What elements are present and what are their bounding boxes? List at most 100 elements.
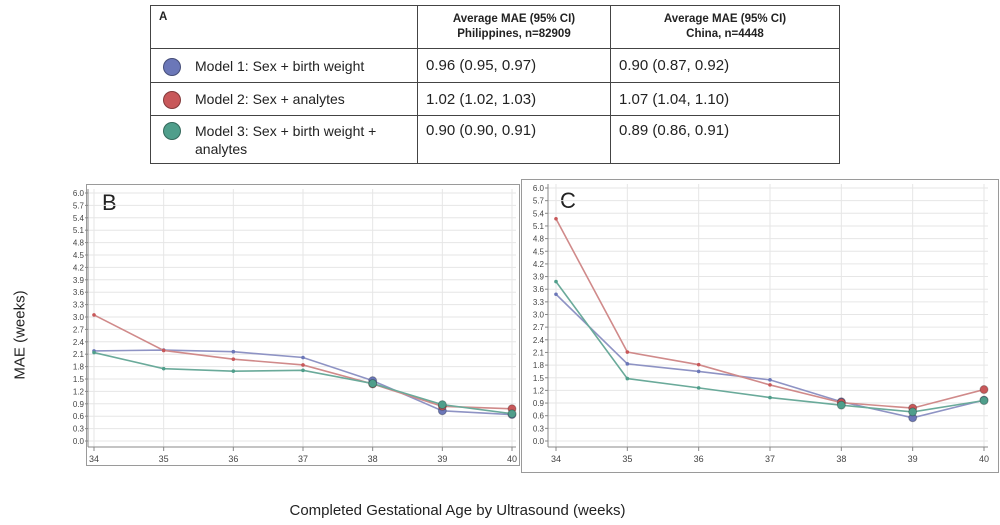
data-point-model-3	[554, 279, 558, 284]
y-tick-label: 0.6	[533, 412, 545, 421]
x-tick-label: 35	[622, 454, 632, 464]
table-row: Model 3: Sex + birth weight + analytes 0…	[150, 115, 840, 164]
y-tick-label: 2.1	[533, 348, 545, 357]
model-cell: Model 2: Sex + analytes	[150, 82, 418, 116]
x-tick-label: 36	[228, 454, 238, 464]
data-point-model-1	[231, 349, 236, 354]
model-label: Model 1: Sex + birth weight	[195, 57, 365, 74]
y-tick-label: 2.4	[533, 336, 545, 345]
x-tick-label: 39	[437, 454, 447, 464]
china-header-line1: Average MAE (95% CI)	[663, 13, 787, 25]
y-tick-label: 0.9	[73, 400, 85, 409]
model-label: Model 3: Sex + birth weight + analytes	[195, 123, 377, 157]
y-tick-label: 6.0	[533, 184, 545, 193]
x-tick-label: 37	[765, 454, 775, 464]
y-tick-label: 3.3	[73, 301, 85, 310]
y-tick-label: 2.7	[533, 323, 545, 332]
data-point-model-2	[696, 362, 701, 367]
y-tick-label: 2.1	[73, 350, 85, 359]
y-tick-label: 5.1	[73, 226, 85, 235]
y-tick-label: 3.0	[533, 311, 545, 320]
model-3-marker-icon	[163, 122, 181, 140]
model-2-marker-icon	[163, 91, 181, 109]
table-row: Model 2: Sex + analytes 1.02 (1.02, 1.03…	[150, 82, 840, 116]
data-point-model-3	[836, 400, 846, 410]
data-point-model-3	[979, 396, 989, 406]
x-tick-label: 38	[368, 454, 378, 464]
model-label: Model 2: Sex + analytes	[195, 91, 345, 107]
panel-label-b: B	[102, 190, 117, 215]
model-1-marker-icon	[163, 57, 181, 76]
x-tick-label: 36	[694, 454, 704, 464]
y-tick-label: 4.2	[73, 263, 85, 272]
y-tick-label: 3.9	[533, 273, 545, 282]
data-point-model-1	[301, 355, 305, 360]
data-point-model-2	[231, 357, 236, 361]
philippines-header-line1: Average MAE (95% CI)	[452, 13, 576, 25]
y-tick-label: 0.3	[73, 425, 85, 434]
data-point-model-2	[92, 313, 96, 317]
panel-label-a: A	[150, 5, 418, 49]
data-point-model-3	[301, 368, 305, 373]
data-point-model-3	[231, 369, 236, 373]
y-tick-label: 1.8	[533, 361, 545, 370]
china-value: 1.07 (1.04, 1.10)	[610, 82, 840, 116]
y-tick-label: 0.6	[73, 412, 85, 421]
y-tick-label: 3.3	[533, 298, 545, 307]
data-point-model-1	[768, 378, 772, 382]
data-point-model-3	[696, 386, 701, 390]
y-tick-label: 2.4	[73, 338, 85, 347]
x-tick-label: 37	[298, 454, 308, 464]
table-header-row: A Average MAE (95% CI) Philippines, n=82…	[150, 5, 840, 49]
data-point-model-2	[979, 385, 989, 395]
y-tick-label: 0.3	[533, 424, 545, 433]
y-tick-label: 0.9	[533, 399, 545, 408]
y-tick-label: 3.6	[533, 285, 545, 294]
data-point-model-2	[161, 348, 166, 353]
y-tick-label: 3.9	[73, 276, 85, 285]
y-tick-label: 3.0	[73, 313, 85, 322]
x-tick-label: 40	[979, 454, 989, 464]
data-point-model-3	[507, 409, 517, 419]
data-point-model-1	[554, 292, 558, 297]
data-point-model-2	[554, 216, 558, 221]
mae-summary-table: A Average MAE (95% CI) Philippines, n=82…	[150, 5, 840, 164]
y-tick-label: 6.0	[73, 189, 85, 198]
y-tick-label: 1.2	[73, 387, 85, 396]
data-point-model-3	[368, 379, 378, 389]
china-header-line2: China, n=4448	[686, 28, 764, 40]
y-tick-label: 2.7	[73, 325, 85, 334]
x-tick-label: 38	[836, 454, 846, 464]
data-point-model-2	[301, 363, 305, 367]
china-value: 0.90 (0.87, 0.92)	[610, 48, 840, 83]
y-tick-label: 5.1	[533, 222, 545, 231]
model-cell: Model 1: Sex + birth weight	[150, 48, 418, 83]
x-axis-label: Completed Gestational Age by Ultrasound …	[289, 502, 626, 519]
data-point-model-3	[437, 400, 447, 410]
data-point-model-2	[768, 383, 772, 387]
philippines-header-line2: Philippines, n=82909	[457, 28, 571, 40]
y-tick-label: 1.5	[533, 374, 545, 383]
y-tick-label: 5.7	[73, 201, 85, 210]
y-tick-label: 4.8	[73, 239, 85, 248]
data-point-model-1	[696, 369, 701, 374]
y-tick-label: 4.5	[73, 251, 85, 260]
y-tick-label: 5.4	[533, 209, 545, 218]
x-tick-label: 40	[507, 454, 517, 464]
x-tick-label: 34	[551, 454, 561, 464]
y-axis-label: MAE (weeks)	[11, 290, 29, 380]
y-tick-label: 3.6	[73, 288, 85, 297]
y-tick-label: 0.0	[533, 437, 545, 446]
y-tick-label: 4.2	[533, 260, 545, 269]
data-point-model-1	[625, 362, 630, 366]
data-point-model-3	[161, 366, 166, 371]
y-tick-label: 4.8	[533, 235, 545, 244]
x-tick-label: 34	[89, 454, 99, 464]
y-tick-label: 0.0	[73, 437, 85, 446]
philippines-value: 0.90 (0.90, 0.91)	[417, 115, 611, 164]
china-header: Average MAE (95% CI) China, n=4448	[610, 5, 840, 49]
y-tick-label: 1.2	[533, 386, 545, 395]
data-point-model-3	[908, 407, 918, 417]
